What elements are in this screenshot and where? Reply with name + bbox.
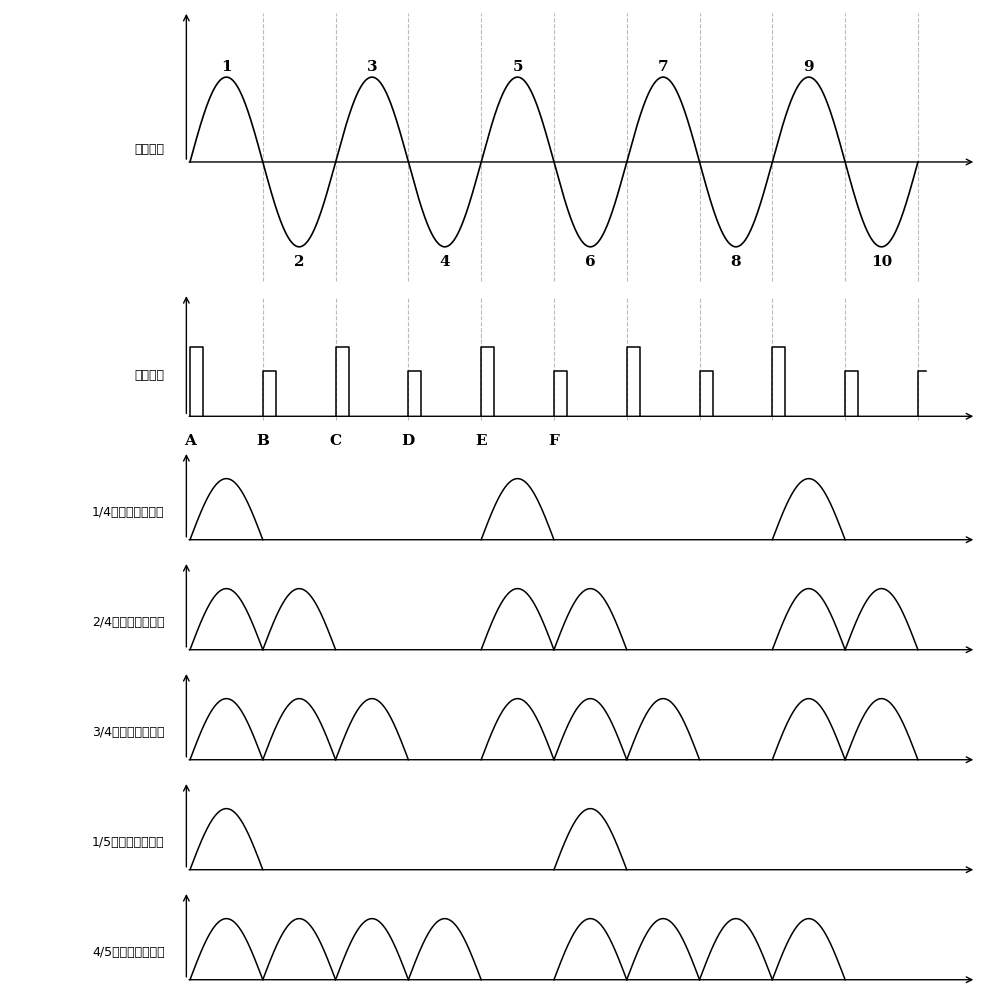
Text: 市电波形: 市电波形: [135, 143, 165, 156]
Text: 过零信号: 过零信号: [135, 369, 165, 382]
Text: 1: 1: [221, 60, 232, 74]
Text: 2: 2: [294, 255, 304, 269]
Text: 7: 7: [658, 60, 669, 74]
Text: B: B: [257, 434, 270, 448]
Text: C: C: [330, 434, 342, 448]
Text: 3: 3: [367, 60, 378, 74]
Text: 5: 5: [512, 60, 523, 74]
Text: 1/5占空比加热波形: 1/5占空比加热波形: [92, 836, 165, 849]
Text: F: F: [548, 434, 559, 448]
Text: 4: 4: [439, 255, 450, 269]
Text: 3/4占空比加热波形: 3/4占空比加热波形: [92, 726, 165, 739]
Text: 1/4占空比加热波形: 1/4占空比加热波形: [92, 506, 165, 519]
Text: E: E: [476, 434, 487, 448]
Text: 2/4占空比加热波形: 2/4占空比加热波形: [92, 616, 165, 629]
Text: 4/5占空比加热波形: 4/5占空比加热波形: [92, 946, 165, 959]
Text: 9: 9: [804, 60, 814, 74]
Text: D: D: [401, 434, 415, 448]
Text: 10: 10: [871, 255, 892, 269]
Text: 6: 6: [585, 255, 596, 269]
Text: 8: 8: [730, 255, 741, 269]
Text: A: A: [184, 434, 196, 448]
